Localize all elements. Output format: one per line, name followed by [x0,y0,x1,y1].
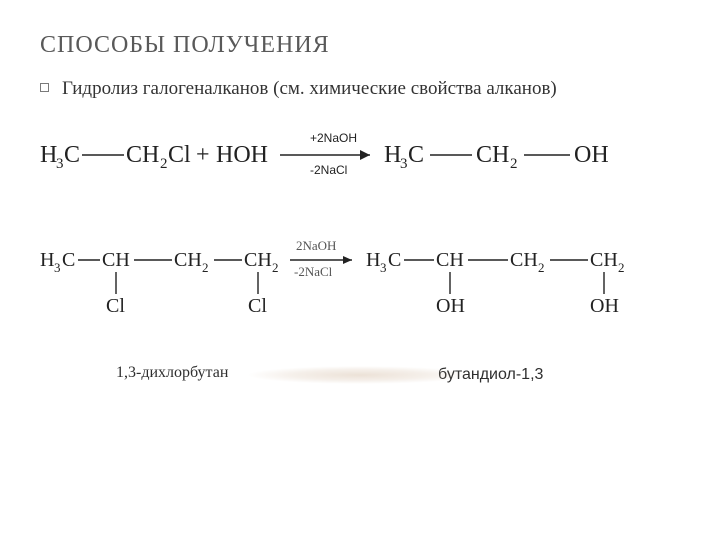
svg-text:OH: OH [436,295,465,317]
svg-text:CH: CH [174,249,202,271]
reaction-1: H 3 C CH 2 Cl + HOH +2NaOH [40,122,680,192]
svg-text:3: 3 [54,260,61,275]
svg-text:OH: OH [574,142,609,168]
svg-text:C: C [64,142,80,168]
bullet-marker-icon [40,83,50,97]
svg-text:H: H [366,249,380,271]
reaction-2-svg: H 3 C CH CH 2 CH 2 Cl Cl [40,236,680,346]
svg-text:H: H [40,142,57,168]
reactions-area: H 3 C CH 2 Cl + HOH +2NaOH [40,114,680,444]
svg-text:CH: CH [476,142,509,168]
svg-text:3: 3 [400,156,408,172]
svg-text:2: 2 [272,260,279,275]
svg-text:2: 2 [202,260,209,275]
svg-text:2: 2 [618,260,625,275]
reaction-1-svg: H 3 C CH 2 Cl + HOH +2NaOH [40,122,680,192]
bullet-item: Гидролиз галогеналканов (см. химические … [40,77,680,102]
svg-text:2: 2 [538,260,545,275]
svg-text:H: H [40,249,54,271]
svg-text:HOH: HOH [216,142,268,168]
svg-text:Cl: Cl [168,142,191,168]
svg-text:2: 2 [160,156,168,172]
svg-text:+: + [196,142,210,168]
svg-text:C: C [62,249,75,271]
svg-text:-2NaCl: -2NaCl [294,264,333,279]
svg-text:3: 3 [380,260,387,275]
svg-text:Cl: Cl [248,295,267,317]
decorative-gradient [200,362,520,388]
svg-text:CH: CH [244,249,272,271]
svg-text:3: 3 [56,156,64,172]
svg-text:H: H [384,142,401,168]
svg-text:CH: CH [590,249,618,271]
svg-text:CH: CH [436,249,464,271]
svg-text:CH: CH [102,249,130,271]
svg-text:Cl: Cl [106,295,125,317]
svg-text:OH: OH [590,295,619,317]
reaction-2: H 3 C CH CH 2 CH 2 Cl Cl [40,236,680,346]
svg-text:C: C [388,249,401,271]
svg-text:2NaOH: 2NaOH [296,238,336,253]
svg-text:-2NaCl: -2NaCl [310,163,347,177]
svg-text:2: 2 [510,156,518,172]
page-title: СПОСОБЫ ПОЛУЧЕНИЯ [40,32,680,59]
svg-text:CH: CH [126,142,159,168]
svg-text:CH: CH [510,249,538,271]
slide: СПОСОБЫ ПОЛУЧЕНИЯ Гидролиз галогеналкано… [0,0,720,540]
svg-text:+2NaOH: +2NaOH [310,131,357,145]
bullet-text: Гидролиз галогеналканов (см. химические … [62,77,557,102]
svg-text:C: C [408,142,424,168]
